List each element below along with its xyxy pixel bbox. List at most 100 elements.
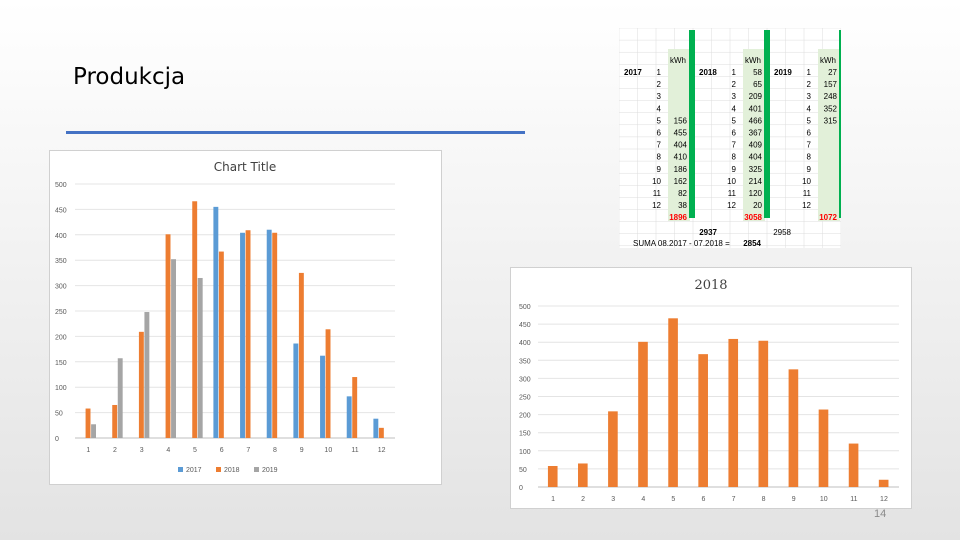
x-tick-label: 5 [193, 447, 197, 454]
y-tick-label: 50 [519, 467, 527, 474]
bar-2018-5 [192, 201, 198, 438]
table-value: 20 [753, 201, 762, 210]
table-month: 6 [657, 129, 662, 138]
table-value: 27 [828, 68, 837, 77]
bar-2017-10 [320, 355, 325, 438]
bar-2019-3 [144, 312, 150, 438]
bar-2017-7 [240, 232, 245, 438]
bar-2018-9 [788, 369, 799, 487]
table-value: 325 [749, 165, 763, 174]
table-suma-label: SUMA 08.2017 - 07.2018 = [633, 239, 730, 248]
table-value: 156 [674, 116, 688, 125]
y-tick-label: 350 [519, 358, 531, 365]
x-tick-label: 1 [551, 496, 555, 503]
x-tick-label: 3 [140, 447, 144, 454]
table-marker-bar [764, 30, 770, 218]
table-month: 7 [807, 141, 812, 150]
bar-2017-12 [373, 418, 379, 438]
bar-2017-11 [346, 396, 352, 438]
multi-year-bar-chart-svg: Chart Title 0 50 100 150 200 250 300 350 400 450 50… [55, 160, 395, 474]
table-month: 12 [652, 201, 661, 210]
table-month: 1 [732, 68, 737, 77]
title-underline [66, 131, 525, 134]
table-value: 65 [753, 80, 762, 89]
y-tick-label: 300 [55, 284, 67, 291]
x-tick-label: 12 [880, 496, 888, 503]
y-tick-label: 200 [55, 334, 67, 341]
bar-2018-6 [218, 251, 224, 438]
table-month: 4 [732, 104, 737, 113]
table-month: 3 [732, 92, 737, 101]
x-tick-label: 4 [166, 447, 170, 454]
table-month: 12 [802, 201, 811, 210]
x-tick-label: 6 [702, 496, 706, 503]
table-month: 6 [807, 129, 812, 138]
y-tick-label: 300 [519, 376, 531, 383]
table-total: 1072 [819, 213, 837, 222]
y-tick-label: 500 [519, 304, 531, 311]
table-value: 466 [749, 116, 763, 125]
table-value-column-bg [818, 49, 840, 221]
table-month: 2 [732, 80, 737, 89]
x-tick-label: 2 [581, 496, 585, 503]
table-month: 12 [727, 201, 736, 210]
bar-2018-1 [85, 408, 91, 438]
bar-2019-4 [171, 259, 176, 438]
table-value: 410 [674, 153, 688, 162]
bar-2019-1 [91, 424, 96, 438]
legend-label-2017: 2017 [186, 467, 202, 474]
bar-2018-9 [298, 272, 304, 438]
x-tick-label: 7 [732, 496, 736, 503]
table-value: 404 [749, 153, 763, 162]
table-month: 9 [807, 165, 812, 174]
y-tick-label: 200 [519, 413, 531, 420]
x-tick-label: 11 [351, 447, 358, 454]
y-tick-label: 250 [55, 309, 67, 316]
x-tick-label: 6 [220, 447, 224, 454]
legend-swatch-2019 [254, 467, 259, 472]
table-month: 11 [803, 189, 812, 198]
x-tick-label: 4 [641, 496, 645, 503]
table-value: 58 [753, 68, 762, 77]
y-tick-label: 450 [519, 322, 531, 329]
table-extra-sum: 2937 [699, 228, 717, 237]
bar-2018-1 [547, 466, 558, 487]
table-month: 5 [657, 116, 662, 125]
bar-2018-6 [698, 354, 708, 487]
table-unit: kWh [820, 56, 836, 65]
bar-2018-11 [848, 443, 859, 487]
table-month: 10 [802, 177, 811, 186]
y-tick-label: 100 [55, 385, 67, 392]
bar-2018-10 [325, 329, 331, 438]
production-table: kWh 2017 1 2 3 4 5 156 6 455 7 404 8 410 9 186 10 162 11 82… [619, 28, 841, 248]
bar-2017-6 [213, 206, 219, 438]
legend-label-2019: 2019 [262, 467, 278, 474]
table-month: 10 [652, 177, 661, 186]
table-month: 5 [732, 116, 737, 125]
table-month: 4 [657, 104, 662, 113]
table-month: 1 [807, 68, 812, 77]
x-tick-label: 5 [671, 496, 675, 503]
bar-2019-2 [117, 358, 123, 438]
y-tick-label: 450 [55, 207, 67, 214]
table-total: 3058 [744, 213, 762, 222]
table-value: 315 [824, 116, 838, 125]
table-year: 2017 [624, 68, 642, 77]
x-tick-label: 10 [324, 447, 332, 454]
bar-2018-7 [245, 230, 251, 438]
table-month: 9 [657, 165, 662, 174]
y-tick-label: 250 [519, 395, 531, 402]
bar-chart-2018: 2018 0 50 100 150 200 250 300 350 400 450 500 1 2 3 4 5 6… [510, 267, 912, 509]
table-month: 8 [732, 153, 737, 162]
bar-2018-8 [758, 340, 769, 487]
table-month: 3 [657, 92, 662, 101]
x-tick-label: 2 [113, 447, 117, 454]
table-extra-sum: 2958 [773, 228, 791, 237]
table-value: 120 [749, 189, 763, 198]
table-month: 8 [657, 153, 662, 162]
bar-2019-5 [197, 277, 203, 438]
chart-title: 2018 [694, 278, 727, 293]
bar-2018-2 [112, 404, 118, 438]
